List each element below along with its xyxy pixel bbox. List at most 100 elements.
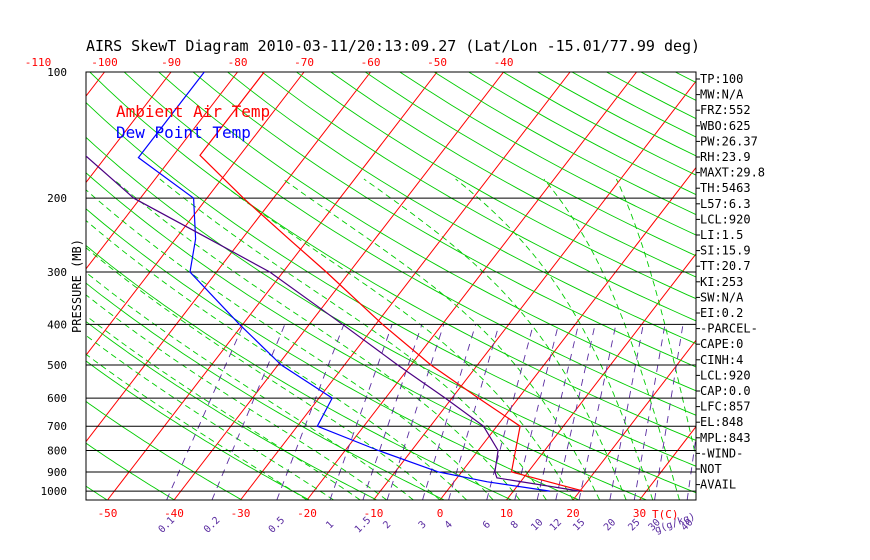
index-item: -PARCEL- (700, 322, 758, 336)
mixing-ratio-line (633, 324, 666, 500)
pressure-tick-label: 300 (47, 266, 67, 279)
moist-adiabat-line (113, 178, 521, 500)
dry-adiabat-line (399, 72, 696, 236)
dry-adiabat-line (86, 101, 696, 467)
pressure-tick-labels: 100 200 300 400 500 600 700 800 900 1000 (41, 66, 68, 498)
mixing-ratio-line (329, 324, 393, 500)
index-item: LCL:920 (700, 212, 751, 226)
dry-adiabat-line (330, 72, 696, 278)
mixing-ratio-tick-label: 1 (324, 519, 336, 531)
top-temp-tick-label: -60 (361, 56, 381, 69)
pressure-tick-label: 1000 (41, 485, 68, 498)
index-item: TH:5463 (700, 181, 751, 195)
index-item: L57:6.3 (700, 197, 751, 211)
moist-adiabat-line (86, 219, 467, 500)
pressure-tick-label: 400 (47, 318, 67, 331)
index-item: RH:23.9 (700, 150, 751, 164)
top-temperature-ticks: -120-110-100-90-80-70-60-50-40 (25, 56, 514, 69)
dry-adiabat-line (192, 72, 696, 368)
index-item: EI:0.2 (700, 306, 743, 320)
index-item: WBO:625 (700, 119, 751, 133)
mixing-ratio-tick-label: 6 (481, 519, 493, 531)
dry-adiabat-line (468, 72, 696, 196)
mixing-ratio-tick-label: 3 (417, 519, 429, 531)
dry-adiabat-line (86, 244, 512, 500)
dry-adiabat-line (86, 282, 445, 500)
moist-adiabat-line (282, 178, 601, 500)
skewt-background-lines (0, 72, 870, 500)
moist-adiabat-line (86, 315, 361, 500)
index-item: -WIND- (700, 446, 743, 460)
mixing-ratio-line (555, 324, 596, 500)
index-item: SI:15.9 (700, 244, 751, 258)
moist-adiabat-line (615, 178, 696, 460)
chart-title: AIRS SkewT Diagram 2010-03-11/20:13:09.2… (86, 37, 700, 55)
bottom-temp-tick-label: 30 (633, 507, 646, 520)
mixing-ratio-tick-label: 4 (443, 519, 455, 531)
mixing-ratio-tick-label: 20 (602, 517, 618, 533)
mixing-ratio-line (362, 324, 423, 500)
index-item: CAP:0.0 (700, 384, 751, 398)
moist-adiabat-line (86, 247, 441, 500)
dry-adiabat-line (89, 72, 696, 441)
bottom-temperature-ticks: -50 -40 -30 -20 -10 0 10 20 30 (98, 507, 647, 520)
mixing-ratio-tick-label: 0.2 (202, 515, 223, 536)
mixing-ratio-line (386, 324, 445, 500)
isotherm-line (107, 72, 438, 500)
bottom-temp-tick-label: 20 (566, 507, 579, 520)
index-item: AVAIL (700, 478, 736, 492)
moist-adiabat-line (86, 189, 494, 500)
dry-adiabat-line (86, 360, 310, 500)
mixing-ratio-line (211, 324, 286, 500)
top-temp-tick-label: -40 (494, 56, 514, 69)
index-item: NOT (700, 462, 722, 476)
isotherm-line (439, 166, 696, 500)
isotherm-line (373, 80, 696, 500)
bottom-temp-tick-label: -30 (231, 507, 251, 520)
pressure-tick-label: 500 (47, 359, 67, 372)
index-item: EL:848 (700, 415, 743, 429)
index-item: LFC:857 (700, 400, 751, 414)
dry-adiabat-line (86, 321, 378, 500)
dry-adiabat-line (227, 72, 696, 345)
bottom-temp-tick-label: -40 (164, 507, 184, 520)
isobar-lines (86, 71, 696, 492)
dry-adiabat-line (433, 72, 696, 216)
moist-adiabat-line (86, 271, 414, 500)
pressure-tick-label: 700 (47, 420, 67, 433)
legend-dew-point-temp: Dew Point Temp (116, 123, 251, 142)
moist-adiabat-line (455, 178, 654, 500)
mixing-ratio-line (609, 324, 644, 500)
index-item: MAXT:29.8 (700, 166, 765, 180)
mixing-ratio-line (578, 324, 617, 500)
moist-adiabat-line (86, 353, 308, 500)
top-temp-tick-label: -100 (91, 56, 118, 69)
parcel-path-line (86, 155, 580, 492)
dry-adiabat-line (502, 72, 696, 176)
dry-adiabat-line (0, 72, 40, 500)
dry-adiabat-line (744, 72, 870, 500)
y-axis-label: PRESSURE (MB) (70, 239, 84, 333)
dry-adiabat-line (158, 72, 696, 392)
mixing-ratio-line (654, 324, 684, 500)
isotherm-line (173, 72, 504, 500)
moist-adiabat-line (215, 178, 574, 500)
pressure-tick-label: 100 (47, 66, 67, 79)
index-item: CAPE:0 (700, 337, 743, 351)
top-temp-tick-label: -90 (161, 56, 181, 69)
mixing-ratio-tick-label: 0.5 (267, 515, 288, 536)
dew-point-temp-line (137, 72, 550, 492)
top-temp-tick-label: -50 (427, 56, 447, 69)
top-temp-tick-label: -110 (25, 56, 52, 69)
isotherm-line (86, 72, 305, 357)
isotherm-line (306, 72, 637, 500)
isotherm-line (86, 72, 238, 270)
dry-adiabat-line (261, 72, 696, 322)
moist-adiabat-line (159, 178, 547, 500)
legend-ambient-air-temp: Ambient Air Temp (116, 102, 270, 121)
mixing-ratio-line (448, 324, 500, 500)
index-item: FRZ:552 (700, 103, 751, 117)
bottom-temp-tick-label: -10 (364, 507, 384, 520)
moist-adiabat-line (86, 334, 334, 500)
